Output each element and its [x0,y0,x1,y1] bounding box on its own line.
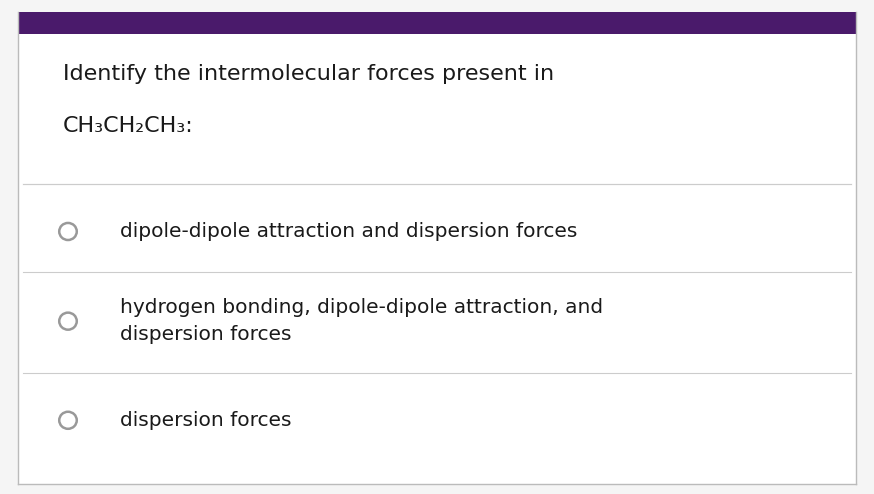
Text: hydrogen bonding, dipole-dipole attraction, and
dispersion forces: hydrogen bonding, dipole-dipole attracti… [120,298,603,344]
Text: CH₃CH₂CH₃:: CH₃CH₂CH₃: [63,116,194,136]
Text: dipole-dipole attraction and dispersion forces: dipole-dipole attraction and dispersion … [120,222,578,241]
Text: dispersion forces: dispersion forces [120,411,292,430]
FancyBboxPatch shape [18,12,856,484]
Text: Identify the intermolecular forces present in: Identify the intermolecular forces prese… [63,64,554,84]
Bar [18,12,856,34]
